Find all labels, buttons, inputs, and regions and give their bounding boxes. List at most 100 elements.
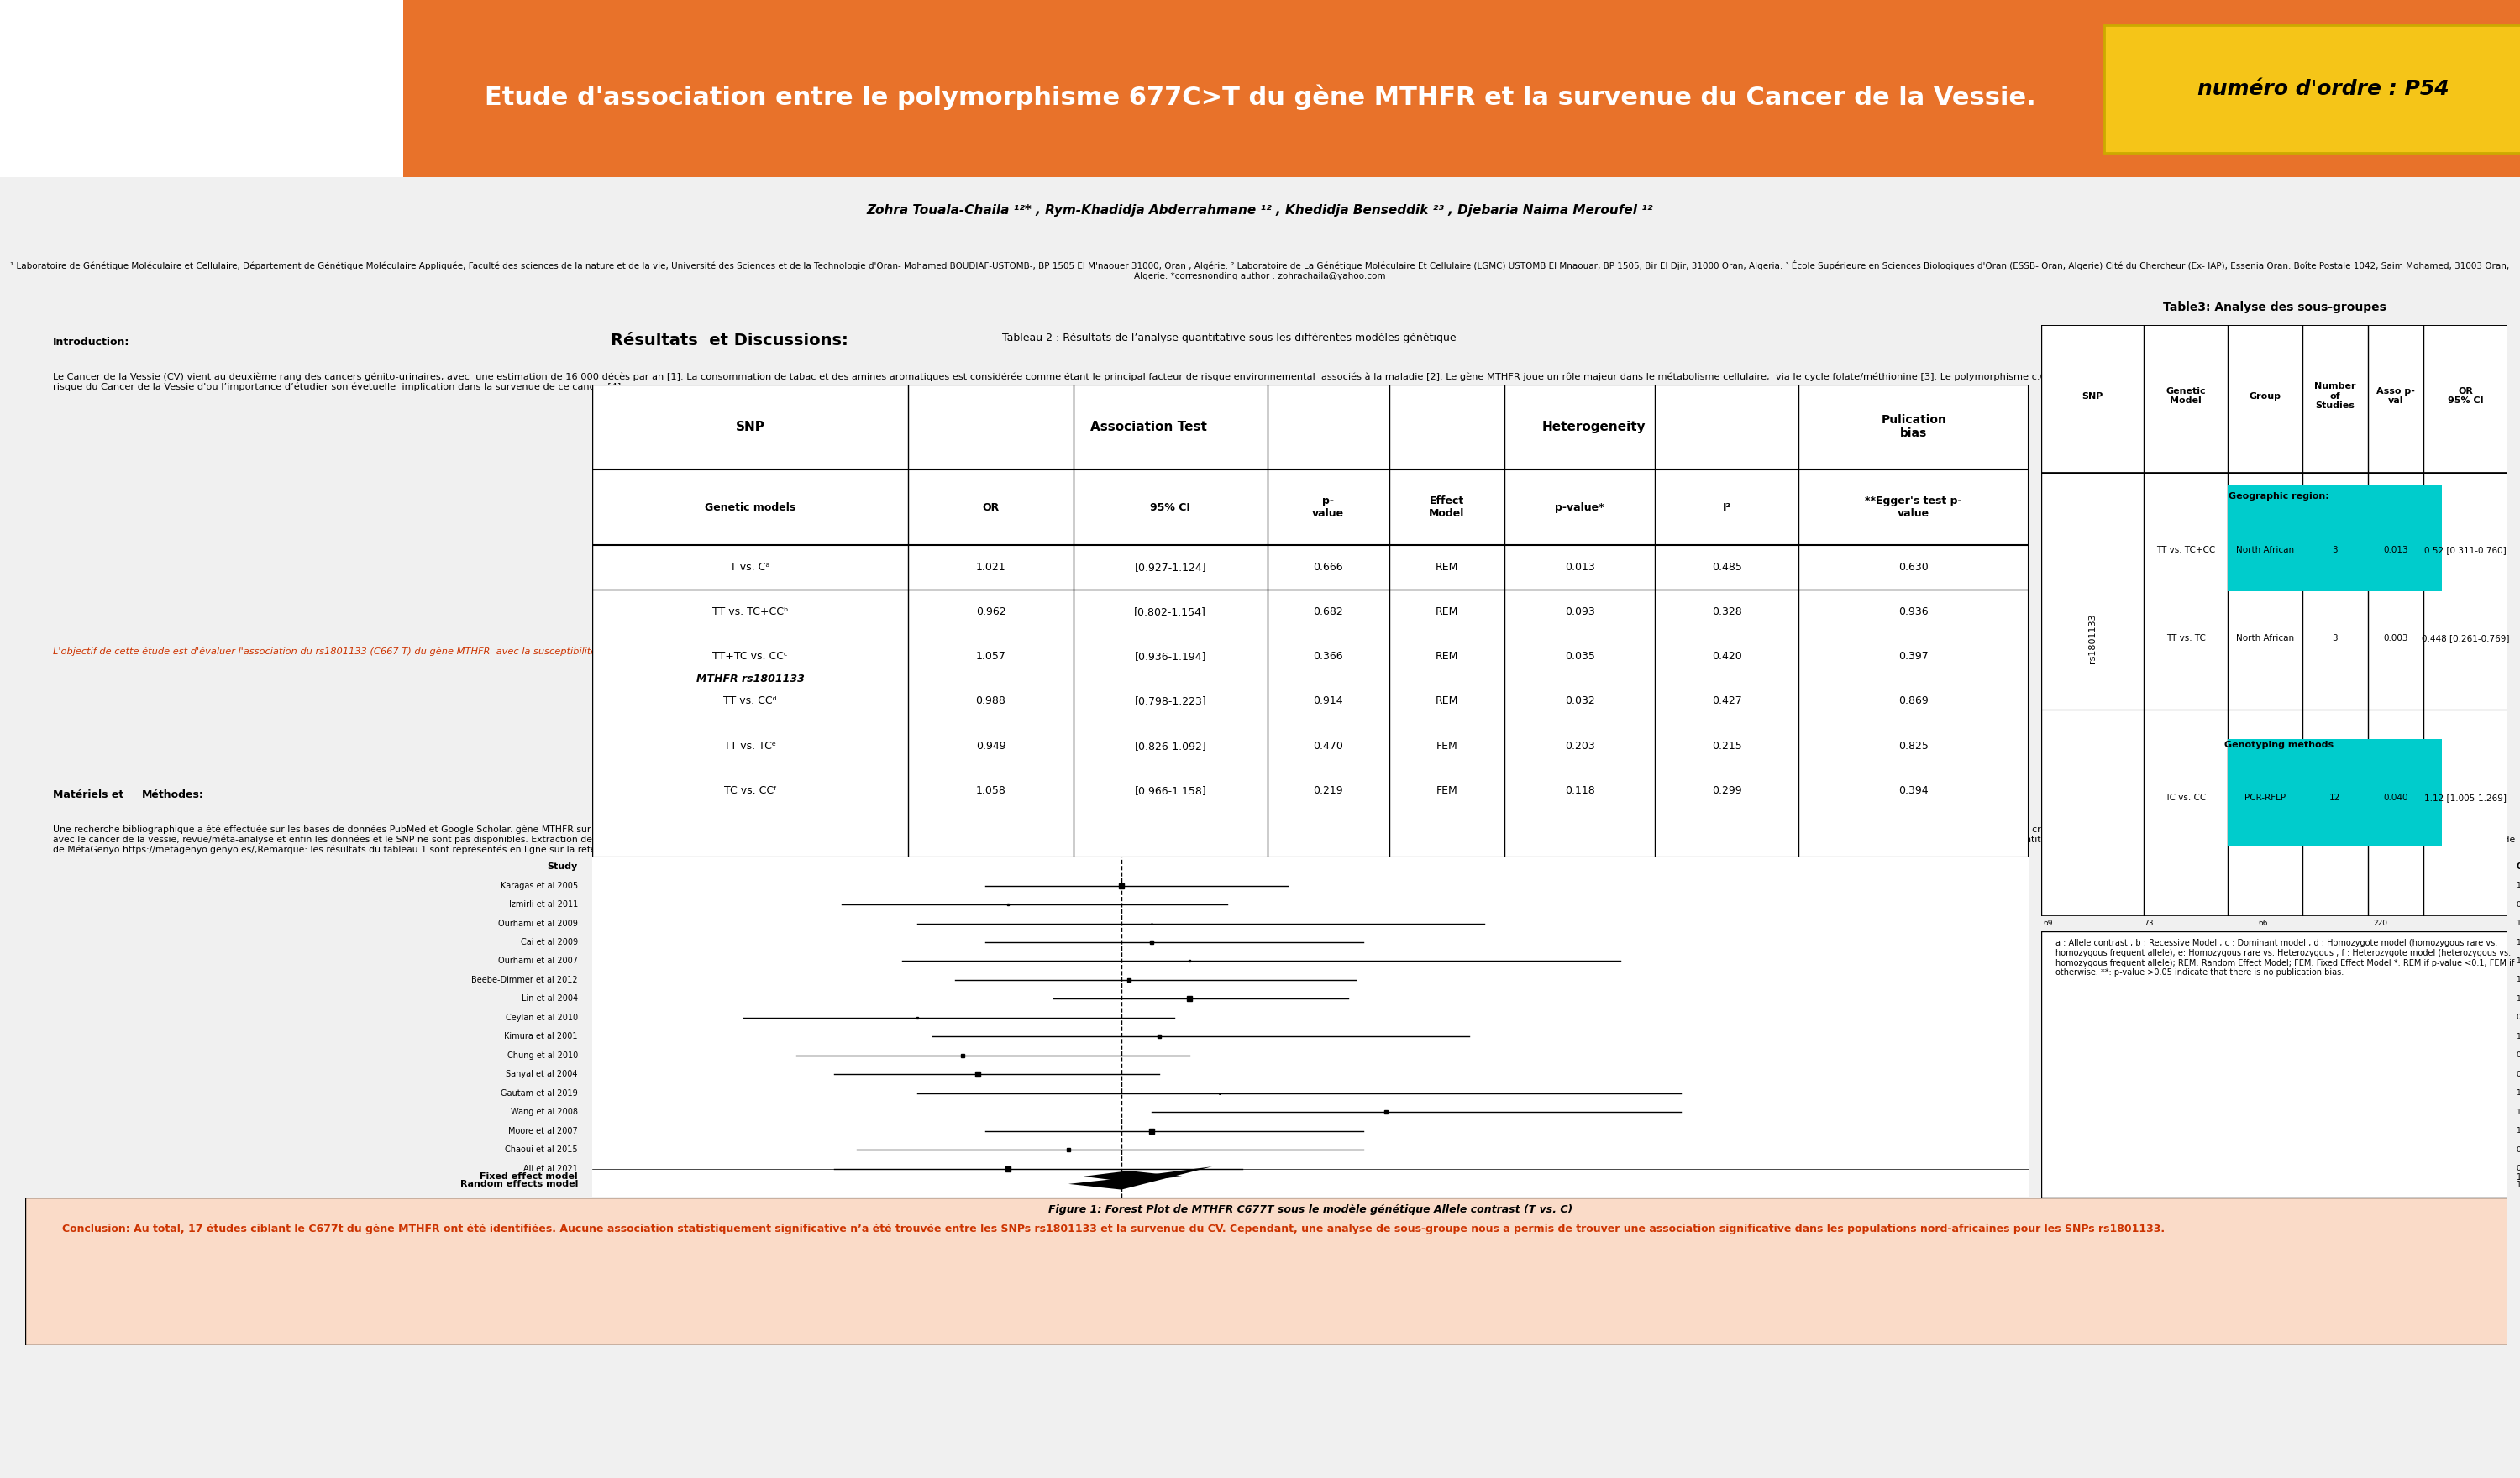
Text: TT+TC vs. CCᶜ: TT+TC vs. CCᶜ — [713, 652, 789, 662]
Text: 194: 194 — [2145, 900, 2157, 909]
Text: 546: 546 — [2374, 975, 2389, 984]
Text: Résultats  et Discussions:: Résultats et Discussions: — [610, 333, 849, 349]
Text: 1.12 [1.005-1.269]: 1.12 [1.005-1.269] — [2424, 794, 2507, 803]
Text: Pulication
bias: Pulication bias — [1880, 414, 1945, 439]
Text: 12: 12 — [2328, 794, 2341, 803]
Text: 500: 500 — [2374, 1108, 2389, 1116]
Text: [0.936-1.194]: [0.936-1.194] — [1134, 652, 1207, 662]
Text: 346: 346 — [2374, 900, 2389, 909]
Text: 0.81 [0.62; 1.05]: 0.81 [0.62; 1.05] — [2517, 1070, 2520, 1079]
Text: 1.05 [0.75; 1.46]: 1.05 [0.75; 1.46] — [2517, 1033, 2520, 1041]
Text: 78: 78 — [2044, 958, 2054, 965]
Text: p-value*: p-value* — [1555, 503, 1605, 513]
Text: Sanyal et al 2004: Sanyal et al 2004 — [507, 1070, 577, 1079]
Text: Ceylan et al 2010: Ceylan et al 2010 — [507, 1014, 577, 1021]
Text: [0.798-1.223]: [0.798-1.223] — [1134, 696, 1207, 706]
Text: Asso p-
val: Asso p- val — [2376, 387, 2414, 405]
Text: 0.52 [0.311-0.760]: 0.52 [0.311-0.760] — [2424, 545, 2507, 554]
Text: 192: 192 — [2258, 1108, 2273, 1116]
Text: TT vs. CCᵈ: TT vs. CCᵈ — [723, 696, 776, 706]
Text: T vs. Cᵃ: T vs. Cᵃ — [731, 562, 771, 573]
Text: 0.73 [0.50; 1.07]: 0.73 [0.50; 1.07] — [2517, 1014, 2520, 1021]
Text: 249: 249 — [2044, 882, 2056, 890]
Text: 0.869: 0.869 — [1898, 696, 1928, 706]
Text: Etude d'association entre le polymorphisme 677C>T du gène MTHFR et la survenue d: Etude d'association entre le polymorphis… — [484, 84, 2036, 111]
FancyBboxPatch shape — [403, 0, 2520, 177]
FancyBboxPatch shape — [2104, 25, 2520, 152]
Text: REM: REM — [1436, 562, 1459, 573]
Text: Kimura et al 2001: Kimura et al 2001 — [504, 1033, 577, 1041]
Text: TT vs. TC+CCᵇ: TT vs. TC+CCᵇ — [713, 606, 789, 618]
Text: Matériels et: Matériels et — [53, 789, 123, 800]
Text: 0.215: 0.215 — [1711, 740, 1741, 751]
Text: 0.032: 0.032 — [1565, 696, 1595, 706]
Text: 0.936: 0.936 — [1898, 606, 1928, 618]
Text: 90: 90 — [2258, 958, 2268, 965]
Text: 220: 220 — [2374, 919, 2386, 927]
Text: 0.093: 0.093 — [1565, 606, 1595, 618]
Text: 1.058: 1.058 — [975, 785, 1005, 795]
Text: 1.04 [0.73; 1.48]: 1.04 [0.73; 1.48] — [2517, 919, 2520, 927]
Text: Association Test: Association Test — [1091, 421, 1207, 433]
Text: PCR-RFLP: PCR-RFLP — [2245, 794, 2286, 803]
Text: 1.35 [1.04; 1.74]: 1.35 [1.04; 1.74] — [2517, 1108, 2520, 1116]
Text: Lin et al 2004: Lin et al 2004 — [522, 995, 577, 1004]
Text: TC vs. CC: TC vs. CC — [2165, 794, 2208, 803]
Text: 0.328: 0.328 — [1711, 606, 1741, 618]
Text: Zohra Touala-Chaila ¹²* , Rym-Khadidja Abderrahmane ¹² , Khedidja Benseddik ²³ ,: Zohra Touala-Chaila ¹²* , Rym-Khadidja A… — [867, 204, 1653, 217]
Text: Karagas et al.2005: Karagas et al.2005 — [501, 881, 577, 890]
Text: TT vs. TCᵉ: TT vs. TCᵉ — [723, 740, 776, 751]
Text: Une recherche bibliographique a été effectuée sur les bases de données PubMed et: Une recherche bibliographique a été effe… — [53, 825, 2515, 854]
Text: North African: North African — [2235, 634, 2293, 643]
Text: 700: 700 — [2145, 882, 2157, 890]
Text: Moore et al 2007: Moore et al 2007 — [509, 1126, 577, 1135]
Text: FEM: FEM — [1436, 740, 1457, 751]
Text: FEM: FEM — [1436, 785, 1457, 795]
Text: L'objectif de cette étude est d'évaluer l'association du rs1801133 (C667 T) du g: L'objectif de cette étude est d'évaluer … — [53, 647, 784, 656]
Text: 110: 110 — [2044, 1033, 2056, 1041]
Text: Odds Ratio: Odds Ratio — [2517, 863, 2520, 871]
Text: a : Allele contrast ; b : Recessive Model ; c : Dominant model ; d : Homozygote : a : Allele contrast ; b : Recessive Mode… — [2056, 939, 2515, 977]
Text: 66: 66 — [2258, 919, 2268, 927]
Text: 184: 184 — [2258, 1052, 2273, 1060]
Text: Experimental: Experimental — [2044, 863, 2104, 871]
Text: Chaoui et al 2015: Chaoui et al 2015 — [504, 1145, 577, 1154]
Text: 0.394: 0.394 — [1898, 785, 1928, 795]
Text: ¹ Laboratoire de Génétique Moléculaire et Cellulaire, Département de Génétique M: ¹ Laboratoire de Génétique Moléculaire e… — [10, 260, 2510, 281]
Text: Group: Group — [2248, 392, 2281, 401]
Text: 618: 618 — [2145, 1070, 2157, 1079]
Text: 0.485: 0.485 — [1711, 562, 1741, 573]
Text: TT vs. TC+CC: TT vs. TC+CC — [2157, 545, 2215, 554]
Text: Méthodes:: Méthodes: — [141, 789, 204, 800]
Text: 0.219: 0.219 — [1313, 785, 1343, 795]
Text: 438: 438 — [2044, 975, 2056, 984]
Text: REM: REM — [1436, 606, 1459, 618]
Text: 218: 218 — [2044, 1108, 2056, 1116]
Text: 100: 100 — [2145, 1089, 2157, 1097]
Text: Events Total: Events Total — [2087, 872, 2132, 879]
FancyBboxPatch shape — [0, 0, 403, 177]
Text: 400: 400 — [2374, 1165, 2389, 1172]
Text: 1.09 [0.91; 1.30]: 1.09 [0.91; 1.30] — [2517, 995, 2520, 1002]
Text: 500: 500 — [2258, 1128, 2273, 1135]
Text: Beebe-Dimmer et al 2012: Beebe-Dimmer et al 2012 — [471, 975, 577, 984]
Text: 0.003: 0.003 — [2384, 634, 2409, 643]
Text: 184: 184 — [2145, 975, 2157, 984]
Text: 0.366: 0.366 — [1313, 652, 1343, 662]
Text: 0.470: 0.470 — [1313, 740, 1343, 751]
Text: 0.118: 0.118 — [1565, 785, 1595, 795]
Text: **Egger's test p-
value: **Egger's test p- value — [1865, 495, 1963, 519]
Text: 1.01 [0.95; 1.08] 100.0%: 1.01 [0.95; 1.08] 100.0% — [2517, 1172, 2520, 1181]
Text: OR
95% CI: OR 95% CI — [2447, 387, 2482, 405]
Text: 262: 262 — [2374, 958, 2386, 965]
FancyBboxPatch shape — [2228, 485, 2442, 591]
Text: Ourhami et al 2007: Ourhami et al 2007 — [499, 956, 577, 965]
Text: 285: 285 — [2044, 995, 2056, 1002]
Text: 0.013: 0.013 — [1565, 562, 1595, 573]
Text: Genetic models: Genetic models — [706, 503, 796, 513]
Text: Fixed effect model: Fixed effect model — [479, 1172, 577, 1181]
Text: 0.420: 0.420 — [1711, 652, 1741, 662]
Text: numéro d'ordre : P54: numéro d'ordre : P54 — [2197, 78, 2449, 99]
Text: MTHFR rs1801133: MTHFR rs1801133 — [696, 674, 804, 684]
Text: TC vs. CCᶠ: TC vs. CCᶠ — [723, 785, 776, 795]
